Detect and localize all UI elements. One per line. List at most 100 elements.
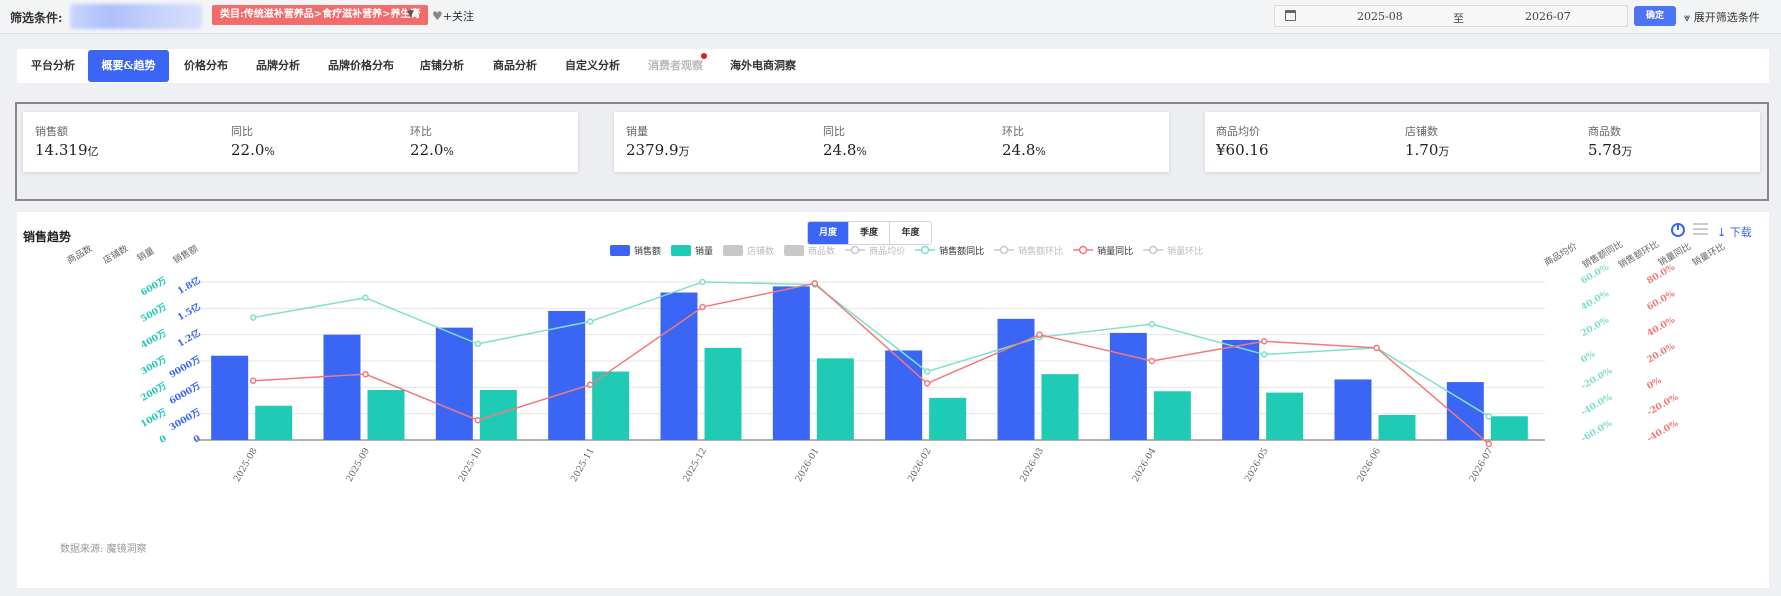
filter-bar: 筛选条件: 类目:传统滋补营养品>食疗滋补营养>养生膏 ▼ ♥+关注 2025-… <box>0 0 1781 34</box>
bar-sales <box>435 327 473 440</box>
follow-button[interactable]: ♥+关注 <box>432 8 474 24</box>
axis-tick-label: 20.0% <box>1646 341 1678 365</box>
date-range-picker[interactable]: 2025-08 至 2026-07 <box>1274 5 1628 27</box>
confirm-button[interactable]: 确定 <box>1634 6 1676 26</box>
volume-yoy-point <box>811 280 819 287</box>
tab-store[interactable]: 店铺分析 <box>420 59 464 72</box>
kpi-value: 5.78万 <box>1588 141 1633 159</box>
axis-tick-label: 300万 <box>139 354 169 377</box>
sales-yoy-point <box>1260 351 1268 358</box>
blurred-filter-value[interactable] <box>70 4 202 29</box>
tab-consumer[interactable]: 消费者观察 <box>648 59 703 72</box>
axis-tick-label: 1.2亿 <box>175 327 202 350</box>
calendar-icon <box>1285 10 1296 21</box>
volume-yoy-point <box>1260 338 1268 345</box>
expand-filter-button[interactable]: ⩔ 展开筛选条件 <box>1684 9 1760 25</box>
volume-yoy-point <box>923 380 931 387</box>
axis-tick-label: 100万 <box>139 407 169 430</box>
period-yearly[interactable]: 年度 <box>901 228 920 238</box>
x-tick-label: 2026-04 <box>1131 446 1158 484</box>
axis-tick-label: -40.0% <box>1646 419 1681 445</box>
axis-name: 销量 <box>135 245 157 264</box>
x-tick-label: 2026-02 <box>906 447 933 484</box>
axis-tick-label: 0 <box>158 434 168 446</box>
sales-trend-card: 销售趋势 月度 季度 年度 ⤓ 下载 0 3000万 6000万 9000万 1.2亿 1… <box>17 212 1769 588</box>
volume-yoy-point <box>1036 331 1043 338</box>
axis-tick-label: -20.0% <box>1580 366 1615 392</box>
tab-brand[interactable]: 品牌分析 <box>256 59 300 72</box>
bar-sales <box>772 286 810 440</box>
kpi-value: 22.0% <box>410 141 454 159</box>
bar-volume <box>1266 392 1304 440</box>
bar-sales <box>211 355 249 440</box>
axis-tick-label: 500万 <box>139 301 169 324</box>
sales-yoy-point <box>249 314 257 321</box>
sales-yoy-point <box>586 318 594 325</box>
legend-swatch <box>1148 245 1158 255</box>
volume-yoy-point <box>362 370 369 378</box>
tab-platform[interactable]: 平台分析 <box>31 59 75 72</box>
sales-yoy-point <box>1485 413 1493 420</box>
legend-swatch <box>784 245 805 256</box>
period-monthly[interactable]: 月度 <box>808 222 849 244</box>
bar-sales <box>885 350 923 440</box>
chevron-down-icon[interactable]: ▼ <box>407 9 414 19</box>
axis-tick-label: 200万 <box>139 380 169 403</box>
legend-swatch <box>999 245 1009 255</box>
filter-label: 筛选条件: <box>10 11 63 25</box>
axis-name: 店铺数 <box>101 242 130 266</box>
volume-yoy-point <box>699 303 706 311</box>
list-view-icon[interactable] <box>1693 223 1708 237</box>
bar-sales <box>1222 339 1260 440</box>
bar-volume <box>1378 414 1416 440</box>
kpi-label: 同比 <box>231 125 253 138</box>
follow-label: +关注 <box>442 10 474 23</box>
tab-product[interactable]: 商品分析 <box>493 59 537 72</box>
bar-volume <box>704 347 742 440</box>
data-source: 数据来源: 魔镜洞察 <box>60 544 147 555</box>
volume-yoy-point <box>1485 440 1493 448</box>
category-tag[interactable]: 类目:传统滋补营养品>食疗滋补营养>养生膏 <box>212 5 429 25</box>
axis-tick-label: 9000万 <box>168 354 203 381</box>
kpi-card-price: 商品均价 ¥60.16 店铺数 1.70万 商品数 5.78万 <box>1205 112 1760 172</box>
axis-name: 销售额环比 <box>1616 238 1661 271</box>
tab-overseas[interactable]: 海外电商洞察 <box>730 59 796 72</box>
kpi-value: 14.319亿 <box>35 141 99 159</box>
date-from[interactable]: 2025-08 <box>1357 10 1403 23</box>
kpi-value: 22.0% <box>231 141 275 159</box>
tab-overview[interactable]: 概要&趋势 <box>88 50 169 82</box>
bar-volume <box>592 371 630 440</box>
notification-dot <box>701 53 707 59</box>
tab-brand-price[interactable]: 品牌价格分布 <box>328 59 394 72</box>
legend-swatch <box>920 245 930 255</box>
kpi-value: 2379.9万 <box>626 141 690 159</box>
bar-sales <box>1446 382 1484 440</box>
download-button[interactable]: ⤓ 下载 <box>1717 224 1752 240</box>
x-tick-label: 2025-10 <box>457 446 484 484</box>
date-separator: 至 <box>1453 12 1464 25</box>
legend-swatch <box>610 245 630 256</box>
tab-price[interactable]: 价格分布 <box>184 59 228 72</box>
legend-label: 店铺数 <box>747 245 774 257</box>
axis-name: 销量环比 <box>1690 240 1727 268</box>
x-tick-label: 2025-08 <box>232 446 259 484</box>
axis-tick-label: -20.0% <box>1646 392 1681 418</box>
kpi-value: 24.8% <box>1002 141 1046 159</box>
x-tick-label: 2025-12 <box>682 447 709 484</box>
legend-label: 销售额 <box>634 245 661 257</box>
kpi-value: 24.8% <box>823 141 867 159</box>
legend-label: 商品数 <box>808 245 835 257</box>
tab-custom[interactable]: 自定义分析 <box>565 59 620 72</box>
volume-yoy-point <box>1148 357 1156 365</box>
tab-bar: 平台分析 概要&趋势 价格分布 品牌分析 品牌价格分布 店铺分析 商品分析 自定… <box>17 49 1769 83</box>
chart-title: 销售趋势 <box>23 230 72 244</box>
volume-yoy-point <box>474 417 482 424</box>
pie-chart-icon[interactable] <box>1671 223 1685 237</box>
period-quarterly[interactable]: 季度 <box>849 222 890 244</box>
kpi-value: 1.70万 <box>1405 141 1450 159</box>
bar-sales <box>997 318 1035 440</box>
date-to[interactable]: 2026-07 <box>1525 10 1571 23</box>
x-tick-label: 2026-06 <box>1356 446 1383 484</box>
kpi-label: 店铺数 <box>1405 125 1438 138</box>
axis-tick-label: 0% <box>1646 376 1664 392</box>
